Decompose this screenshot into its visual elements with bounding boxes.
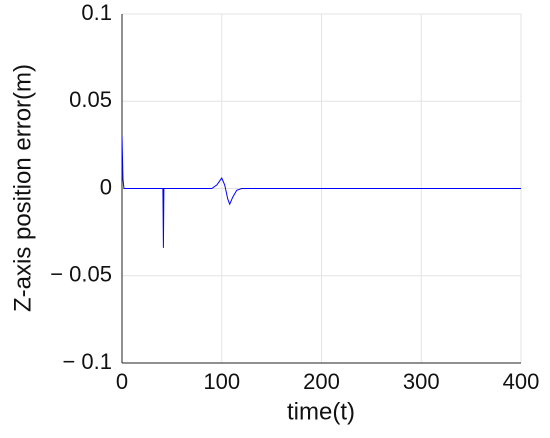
x-tick-label: 200 <box>303 369 340 394</box>
y-tick-label: 0.1 <box>81 0 112 25</box>
x-axis-label: time(t) <box>287 398 355 425</box>
y-tick-label: − 0.1 <box>62 349 112 374</box>
y-tick-label: 0 <box>100 174 112 199</box>
y-axis-label: Z-axis position error(m) <box>9 64 36 312</box>
data-line <box>121 136 521 248</box>
y-tick-label: − 0.05 <box>50 262 112 287</box>
x-tick-label: 100 <box>203 369 240 394</box>
x-tick-label: 0 <box>116 369 128 394</box>
y-tick-label: 0.05 <box>69 87 112 112</box>
x-tick-label: 300 <box>403 369 440 394</box>
x-tick-label: 400 <box>503 369 540 394</box>
